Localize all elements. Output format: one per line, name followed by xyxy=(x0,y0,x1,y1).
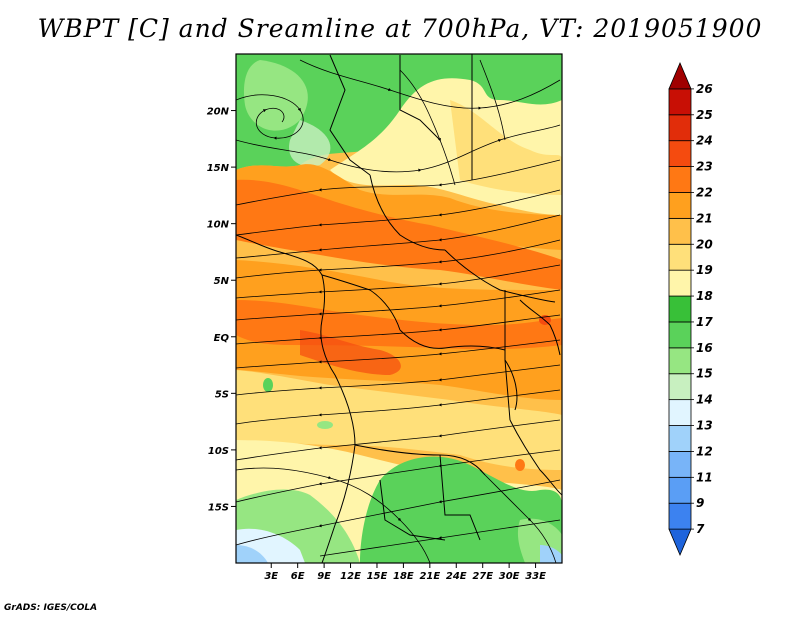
credit-text: GrADS: IGES/COLA xyxy=(4,603,98,613)
colorbar: 7 9 11 12 13 14 15 16 17 18 19 20 21 22 23 24 25 26 xyxy=(668,61,713,557)
colorbar-label: 7 xyxy=(696,522,705,536)
colorbar-label: 19 xyxy=(696,263,713,277)
lon-tick-label: 12E xyxy=(340,571,361,582)
country-borders xyxy=(236,54,562,563)
colorbar-label: 12 xyxy=(696,444,713,458)
lon-tick-label: 3E xyxy=(264,571,278,582)
lon-tick-label: 33E xyxy=(525,571,546,582)
colorbar-swatch xyxy=(668,61,692,90)
colorbar-label: 22 xyxy=(696,185,713,199)
colorbar-label: 14 xyxy=(696,393,713,407)
lon-tick-label: 30E xyxy=(499,571,520,582)
lat-tick-label: 15N xyxy=(207,163,230,174)
colorbar-swatch xyxy=(668,321,692,349)
latitude-axis: 20N 15N 10N 5N EQ 5S 10S 15S xyxy=(207,107,236,513)
colorbar-swatch xyxy=(668,347,692,375)
colorbar-label: 9 xyxy=(696,496,704,510)
lat-tick-label: 5S xyxy=(215,389,229,400)
wbpt-field xyxy=(236,54,562,563)
colorbar-swatch xyxy=(668,192,692,219)
lon-tick-label: 18E xyxy=(393,571,414,582)
colorbar-swatch xyxy=(668,166,692,193)
colorbar-swatch xyxy=(668,476,692,504)
colorbar-swatch xyxy=(668,528,692,557)
colorbar-label: 23 xyxy=(696,160,713,174)
lon-tick-label: 15E xyxy=(367,571,388,582)
colorbar-swatch xyxy=(668,451,692,478)
chart-title: WBPT [C] and Sreamline at 700hPa, VT: 20… xyxy=(37,14,763,43)
colorbar-label: 25 xyxy=(696,108,713,122)
colorbar-swatch xyxy=(668,243,692,271)
colorbar-swatch xyxy=(668,399,692,426)
colorbar-label: 20 xyxy=(696,237,713,251)
colorbar-label: 24 xyxy=(696,134,713,148)
colorbar-swatch xyxy=(668,295,692,323)
colorbar-swatch xyxy=(668,373,692,401)
lat-tick-label: 10S xyxy=(208,446,229,457)
colorbar-label: 13 xyxy=(696,419,713,433)
colorbar-label: 16 xyxy=(696,341,713,355)
lon-tick-label: 27E xyxy=(472,571,493,582)
colorbar-label: 26 xyxy=(696,82,713,96)
colorbar-label: 15 xyxy=(696,367,713,381)
lon-tick-label: 9E xyxy=(317,571,331,582)
colorbar-swatch xyxy=(668,140,692,167)
colorbar-swatch xyxy=(668,502,692,530)
lat-tick-label: 15S xyxy=(208,502,229,513)
lon-tick-label: 21E xyxy=(419,571,440,582)
lat-tick-label: 10N xyxy=(207,220,230,231)
colorbar-label: 21 xyxy=(696,211,713,225)
map-frame xyxy=(235,53,563,564)
colorbar-label: 18 xyxy=(696,289,713,303)
colorbar-swatch xyxy=(668,114,692,142)
lat-tick-label: 5N xyxy=(214,276,230,287)
lat-tick-label: 20N xyxy=(207,107,230,118)
colorbar-swatch xyxy=(668,88,692,116)
colorbar-swatch xyxy=(668,269,692,297)
lon-tick-label: 24E xyxy=(446,571,467,582)
lat-tick-label: EQ xyxy=(214,333,230,344)
colorbar-swatch xyxy=(668,217,692,245)
colorbar-swatch xyxy=(668,425,692,452)
lon-tick-label: 6E xyxy=(291,571,305,582)
longitude-axis: 3E 6E 9E 12E 15E 18E 21E 24E 27E 30E 33E xyxy=(264,563,546,582)
colorbar-label: 17 xyxy=(696,315,713,329)
colorbar-label: 11 xyxy=(696,470,713,484)
